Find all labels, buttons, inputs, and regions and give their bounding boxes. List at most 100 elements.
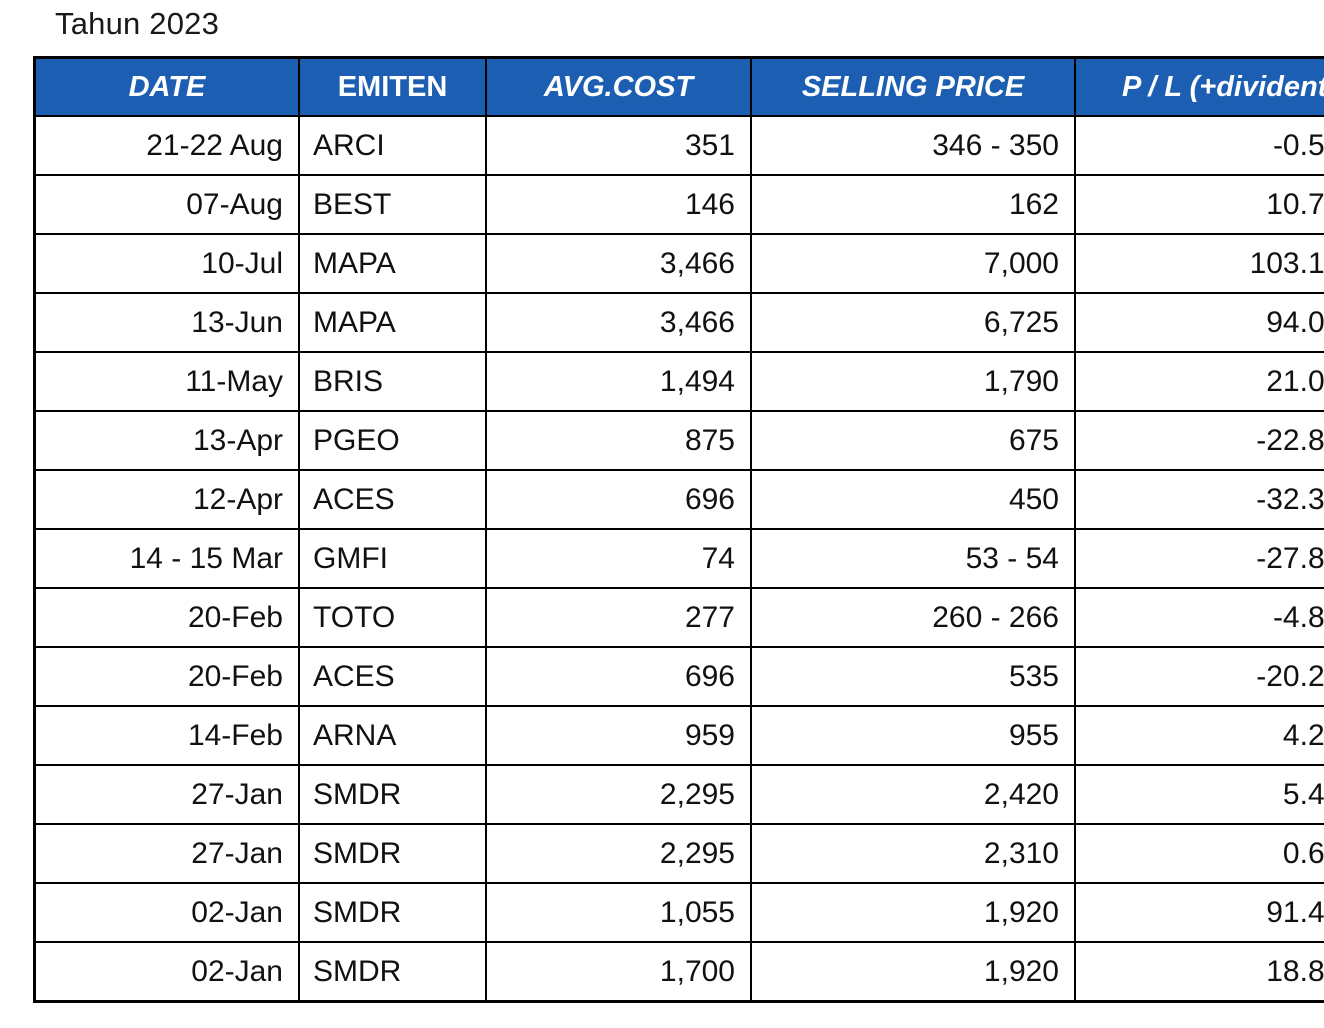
cell-avg-cost: 3,466 [485, 233, 752, 294]
cell-avg-cost: 146 [485, 174, 752, 235]
table-head: DATE EMITEN AVG.COST SELLING PRICE P / L (+d… [33, 56, 1324, 117]
cell-emiten: PGEO [298, 410, 487, 471]
cell-pl-divident: 5.45% [1074, 764, 1324, 825]
cell-emiten: ARNA [298, 705, 487, 766]
cell-date: 07-Aug [33, 174, 300, 235]
cell-pl-divident: -32.39% [1074, 469, 1324, 530]
cell-avg-cost: 1,055 [485, 882, 752, 943]
cell-emiten: MAPA [298, 233, 487, 294]
cell-date: 13-Jun [33, 292, 300, 353]
cell-emiten: BRIS [298, 351, 487, 412]
cell-avg-cost: 2,295 [485, 823, 752, 884]
cell-selling-price: 260 - 266 [750, 587, 1076, 648]
cell-pl-divident: 91.47% [1074, 882, 1324, 943]
cell-selling-price: 1,920 [750, 941, 1076, 1003]
cell-selling-price: 162 [750, 174, 1076, 235]
cell-date: 27-Jan [33, 823, 300, 884]
column-header-pl-divident: P / L (+divident) [1074, 56, 1324, 117]
cell-date: 27-Jan [33, 764, 300, 825]
cell-avg-cost: 1,494 [485, 351, 752, 412]
table-header-row: DATE EMITEN AVG.COST SELLING PRICE P / L (+d… [33, 56, 1324, 117]
column-header-date: DATE [33, 56, 300, 117]
cell-date: 13-Apr [33, 410, 300, 471]
trades-table: DATE EMITEN AVG.COST SELLING PRICE P / L (+d… [33, 56, 1324, 1003]
cell-selling-price: 955 [750, 705, 1076, 766]
cell-date: 20-Feb [33, 587, 300, 648]
cell-avg-cost: 2,295 [485, 764, 752, 825]
column-header-selling-price: SELLING PRICE [750, 56, 1076, 117]
cell-pl-divident: -4.87% [1074, 587, 1324, 648]
cell-date: 21-22 Aug [33, 115, 300, 176]
cell-avg-cost: 1,700 [485, 941, 752, 1003]
cell-pl-divident: 103.15% [1074, 233, 1324, 294]
cell-selling-price: 1,920 [750, 882, 1076, 943]
cell-emiten: MAPA [298, 292, 487, 353]
cell-date: 02-Jan [33, 882, 300, 943]
cell-emiten: ACES [298, 646, 487, 707]
cell-date: 12-Apr [33, 469, 300, 530]
cell-avg-cost: 351 [485, 115, 752, 176]
cell-selling-price: 535 [750, 646, 1076, 707]
column-header-emiten: EMITEN [298, 56, 487, 117]
cell-pl-divident: 21.02% [1074, 351, 1324, 412]
cell-avg-cost: 959 [485, 705, 752, 766]
cell-date: 20-Feb [33, 646, 300, 707]
cell-avg-cost: 74 [485, 528, 752, 589]
cell-emiten: ACES [298, 469, 487, 530]
cell-emiten: ARCI [298, 115, 487, 176]
cell-date: 14 - 15 Mar [33, 528, 300, 589]
cell-date: 02-Jan [33, 941, 300, 1003]
cell-pl-divident: -0.51% [1074, 115, 1324, 176]
cell-selling-price: 346 - 350 [750, 115, 1076, 176]
cell-date: 14-Feb [33, 705, 300, 766]
cell-pl-divident: -27.84% [1074, 528, 1324, 589]
cell-emiten: SMDR [298, 941, 487, 1003]
cell-date: 10-Jul [33, 233, 300, 294]
cell-pl-divident: -20.22% [1074, 646, 1324, 707]
cell-avg-cost: 696 [485, 646, 752, 707]
cell-emiten: TOTO [298, 587, 487, 648]
cell-avg-cost: 3,466 [485, 292, 752, 353]
cell-pl-divident: 94.06% [1074, 292, 1324, 353]
cell-selling-price: 1,790 [750, 351, 1076, 412]
cell-emiten: SMDR [298, 764, 487, 825]
cell-emiten: SMDR [298, 882, 487, 943]
cell-selling-price: 2,310 [750, 823, 1076, 884]
cell-avg-cost: 277 [485, 587, 752, 648]
page-title: Tahun 2023 [55, 6, 220, 41]
cell-selling-price: 7,000 [750, 233, 1076, 294]
cell-emiten: GMFI [298, 528, 487, 589]
column-header-avg-cost: AVG.COST [485, 56, 752, 117]
cell-selling-price: 675 [750, 410, 1076, 471]
cell-selling-price: 450 [750, 469, 1076, 530]
cell-emiten: SMDR [298, 823, 487, 884]
cell-pl-divident: -22.80% [1074, 410, 1324, 471]
cell-pl-divident: 0.65% [1074, 823, 1324, 884]
cell-pl-divident: 4.28% [1074, 705, 1324, 766]
cell-selling-price: 2,420 [750, 764, 1076, 825]
cell-selling-price: 53 - 54 [750, 528, 1076, 589]
cell-pl-divident: 18.82% [1074, 941, 1324, 1003]
cell-avg-cost: 875 [485, 410, 752, 471]
cell-pl-divident: 10.79% [1074, 174, 1324, 235]
cell-date: 11-May [33, 351, 300, 412]
cell-emiten: BEST [298, 174, 487, 235]
cell-avg-cost: 696 [485, 469, 752, 530]
